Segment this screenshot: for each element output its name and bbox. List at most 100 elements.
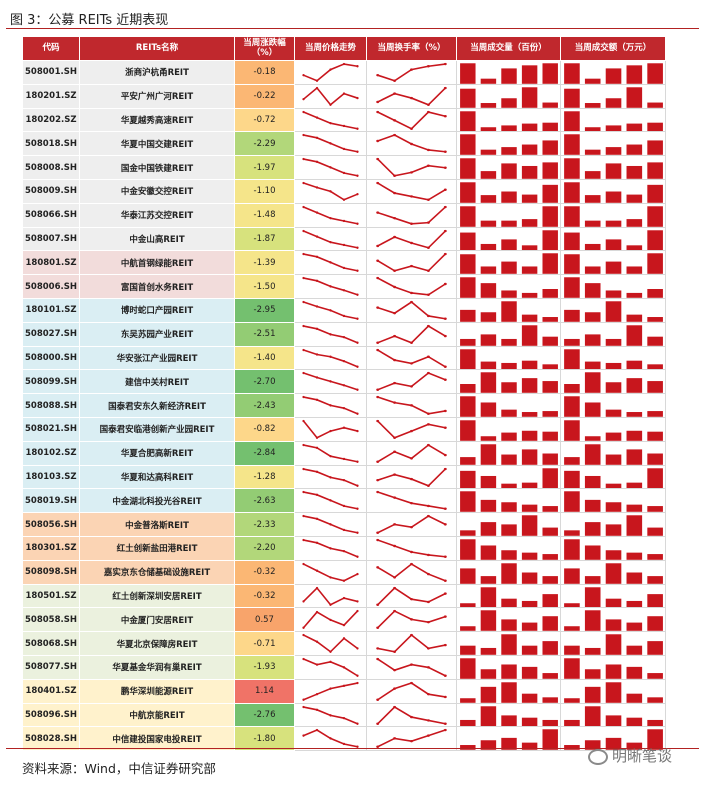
volume-bar-2 [501, 409, 517, 417]
price-trend-sparkline [302, 62, 359, 82]
amount-bar-1 [584, 220, 601, 227]
amount-bars [564, 372, 663, 393]
turnover-point-3 [426, 103, 430, 106]
table-row: 180102.SZ 华夏合肥高新REIT -2.84 [22, 440, 666, 466]
volume-bar-4 [542, 102, 558, 108]
amount-bars [564, 134, 663, 155]
turnover-point-1 [393, 285, 397, 289]
price-trend-sparkline [302, 158, 359, 178]
turnover-point-4 [443, 643, 447, 647]
cell-code: 180301.SZ [22, 535, 80, 561]
cell-price-trend [294, 702, 367, 728]
cell-code: 508066.SH [22, 202, 80, 228]
volume-bars [460, 467, 558, 488]
volume-bar-2 [501, 454, 517, 465]
amount-bar-0 [564, 63, 580, 84]
price-trend-point-2 [329, 429, 332, 433]
volume-bar-1 [480, 102, 497, 108]
header-amount: 当周成交额（万元） [560, 36, 666, 61]
turnover-line [378, 588, 446, 605]
volume-bar-0 [460, 338, 476, 346]
volume-bar-4 [542, 616, 558, 631]
price-trend-line [304, 231, 358, 248]
cell-name: 华安张江产业园REIT [79, 345, 235, 371]
turnover-point-1 [393, 311, 397, 315]
cell-turnover [366, 440, 457, 466]
cell-weekly-change: -1.87 [234, 226, 295, 252]
price-trend-point-0 [302, 657, 305, 661]
turnover-point-0 [376, 100, 380, 103]
amount-bar-2 [605, 598, 622, 607]
price-trend-point-1 [315, 517, 319, 521]
table-row: 180103.SZ 华夏和达高科REIT -1.28 [22, 464, 666, 490]
price-trend-point-2 [329, 380, 332, 383]
turnover-point-4 [443, 615, 447, 619]
amount-bar-2 [605, 619, 622, 631]
price-trend-point-3 [342, 92, 346, 95]
cell-price-trend [294, 440, 367, 466]
amount-bars [564, 610, 663, 631]
price-trend-sparkline [302, 181, 359, 201]
table-row: 180801.SZ 中航首钢绿能REIT -1.39 [22, 250, 666, 276]
cell-price-trend [294, 631, 367, 656]
amount-bars [564, 563, 663, 584]
price-trend-point-1 [315, 436, 319, 439]
cell-price-trend [294, 178, 367, 204]
turnover-point-1 [393, 705, 397, 708]
cell-volume [456, 440, 561, 466]
price-trend-point-3 [342, 62, 346, 66]
turnover-point-1 [393, 174, 397, 178]
volume-bar-4 [542, 63, 558, 84]
cell-name: 华泰江苏交控REIT [79, 202, 235, 228]
cell-volume [456, 226, 561, 252]
turnover-point-0 [376, 211, 380, 214]
cell-weekly-change: -2.29 [234, 131, 295, 157]
cell-code: 508028.SH [22, 726, 80, 752]
turnover-sparkline [376, 229, 447, 249]
volume-bar-3 [521, 552, 538, 560]
amount-bar-0 [564, 232, 580, 250]
cell-turnover [366, 726, 457, 752]
price-trend-point-0 [302, 229, 305, 232]
cell-code: 180801.SZ [22, 250, 80, 276]
amount-bar-1 [584, 586, 601, 607]
volume-bar-0 [460, 719, 476, 726]
volume-bar-4 [542, 162, 558, 179]
cell-amount [560, 678, 666, 704]
turnover-point-3 [426, 269, 430, 273]
cell-price-trend [294, 369, 367, 395]
volume-bars [460, 253, 558, 274]
volume-bar-2 [501, 502, 517, 512]
price-trend-point-3 [342, 407, 346, 410]
price-trend-point-0 [302, 158, 305, 161]
header-name: REITs名称 [79, 36, 235, 61]
amount-bar-0 [564, 110, 580, 131]
cell-amount [560, 297, 666, 323]
table-row: 180101.SZ 博时蛇口产园REIT -2.95 [22, 297, 666, 323]
table-row: 508008.SH 国金中国铁建REIT -1.97 [22, 155, 666, 180]
amount-bar-0 [564, 420, 580, 441]
volume-bar-2 [501, 619, 517, 631]
cell-turnover [366, 297, 457, 323]
turnover-point-0 [376, 259, 380, 263]
cell-price-trend [294, 250, 367, 276]
turnover-point-2 [410, 127, 413, 130]
volume-bar-0 [460, 232, 476, 250]
cell-code: 508019.SH [22, 488, 80, 514]
amount-bar-2 [605, 483, 622, 488]
cell-turnover [366, 178, 457, 204]
turnover-point-0 [376, 395, 380, 399]
turnover-point-2 [410, 429, 413, 433]
volume-bar-4 [542, 363, 558, 369]
cell-weekly-change: -0.82 [234, 416, 295, 442]
amount-bar-0 [564, 626, 580, 631]
volume-bar-0 [460, 530, 476, 536]
volume-bar-2 [501, 220, 517, 227]
amount-bar-1 [584, 648, 601, 655]
volume-bar-1 [480, 648, 497, 655]
volume-bar-2 [501, 163, 517, 179]
cell-price-trend [294, 654, 367, 680]
price-trend-point-1 [315, 234, 319, 238]
cell-code: 508006.SH [22, 274, 80, 299]
volume-bar-1 [480, 500, 497, 512]
